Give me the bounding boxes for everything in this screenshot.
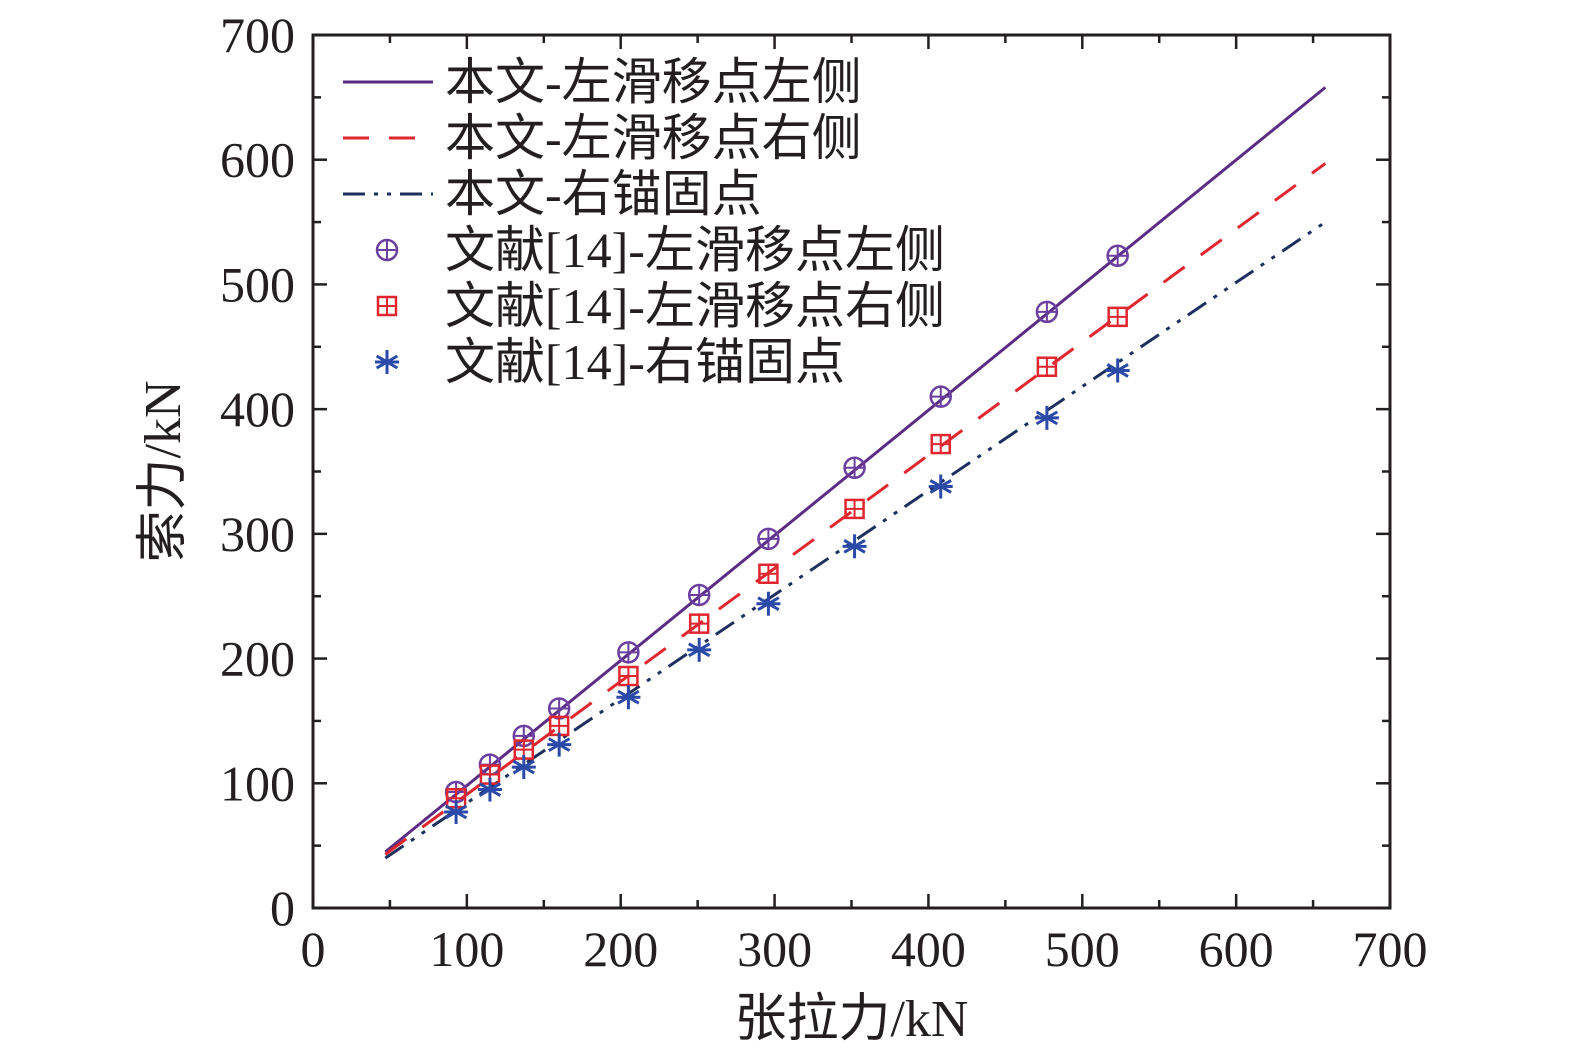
legend-label-3: 本文-右锚固点: [445, 166, 762, 222]
data-point-s3: [756, 591, 781, 616]
data-point-s1: [687, 583, 711, 607]
y-axis-label: 索力/kN: [135, 380, 192, 562]
x-axis-label: 张拉力/kN: [734, 991, 968, 1048]
y-tick-label: 100: [220, 755, 295, 811]
data-point-s1: [547, 697, 571, 720]
data-point-s1: [617, 641, 640, 664]
x-tick-label: 100: [429, 921, 504, 977]
y-tick-label: 600: [220, 132, 295, 188]
y-tick-label: 700: [220, 7, 295, 63]
data-point-s1: [929, 385, 952, 408]
legend-marker-1: [375, 238, 399, 262]
legend-marker-2: [376, 295, 398, 317]
data-point-s2: [1036, 356, 1058, 377]
legend-label-4: 文献[14]-左滑移点左侧: [445, 222, 945, 278]
data-point-s2: [758, 563, 779, 585]
data-point-s1: [843, 456, 866, 480]
data-point-s2: [844, 498, 865, 520]
x-tick-label: 200: [583, 921, 658, 977]
data-point-s1: [1035, 300, 1059, 324]
x-tick-label: 700: [1353, 921, 1428, 977]
data-point-s3: [547, 732, 572, 757]
data-point-s3: [928, 474, 953, 499]
data-point-s3: [616, 685, 641, 710]
x-tick-label: 0: [301, 921, 326, 977]
data-point-s3: [1105, 358, 1130, 383]
data-point-s2: [930, 433, 951, 455]
x-tick-label: 600: [1199, 921, 1274, 977]
x-tick-label: 500: [1045, 921, 1120, 977]
x-tick-label: 300: [737, 921, 812, 977]
data-point-s3: [511, 755, 536, 780]
y-tick-label: 200: [220, 631, 295, 687]
data-point-s2: [1107, 306, 1128, 328]
data-point-s2: [688, 613, 710, 634]
y-tick-label: 500: [220, 256, 295, 312]
data-point-s3: [1034, 405, 1059, 430]
data-point-s1: [1106, 244, 1129, 267]
legend-marker-3: [375, 350, 399, 374]
y-tick-label: 300: [220, 506, 295, 562]
series-line-2: [384, 162, 1327, 856]
axes: 0 100 200 300 400 500 600 700 0 100 200 300 400 500 60…: [220, 7, 1428, 977]
y-tick-label: 0: [270, 880, 295, 936]
data-point-s3: [842, 534, 867, 559]
data-point-s3: [687, 637, 712, 662]
data-point-s2: [618, 665, 639, 687]
series-line-3: [384, 220, 1327, 860]
legend-label-6: 文献[14]-右锚固点: [445, 334, 845, 390]
legend-label-5: 文献[14]-左滑移点右侧: [445, 278, 945, 334]
y-tick-label: 400: [220, 381, 295, 437]
legend-label-1: 本文-左滑移点左侧: [445, 54, 862, 110]
legend-label-2: 本文-左滑移点右侧: [445, 110, 862, 166]
data-point-s3: [477, 777, 502, 802]
legend: 本文-左滑移点左侧本文-左滑移点右侧本文-右锚固点文献[14]-左滑移点左侧文献…: [343, 54, 945, 390]
x-tick-label: 400: [891, 921, 966, 977]
data-point-s3: [444, 799, 469, 824]
series-layer: [384, 86, 1327, 860]
data-point-s1: [757, 527, 780, 551]
